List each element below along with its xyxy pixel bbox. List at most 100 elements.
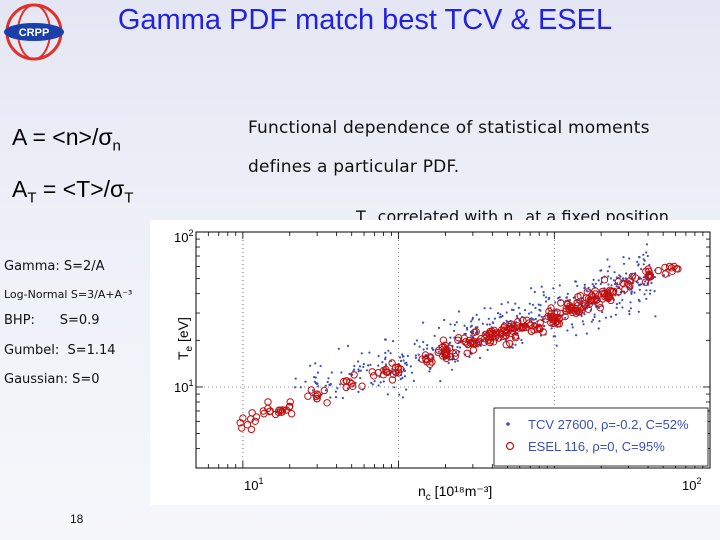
legend-label-esel: ESEL 116, ρ=0, C=95% bbox=[528, 439, 665, 454]
esel-point-23 bbox=[279, 406, 287, 414]
tcv-point-85 bbox=[406, 354, 409, 357]
tcv-point-20 bbox=[334, 390, 337, 393]
esel-point-0 bbox=[238, 424, 246, 432]
tcv-point-428 bbox=[607, 283, 610, 286]
tcv-point-291 bbox=[555, 344, 558, 347]
tcv-point-34 bbox=[340, 371, 343, 374]
tcv-point-312 bbox=[534, 317, 537, 321]
tcv-point-463 bbox=[601, 311, 604, 314]
tcv-point-471 bbox=[638, 288, 641, 291]
tcv-point-83 bbox=[398, 356, 402, 359]
tcv-point-464 bbox=[615, 285, 618, 288]
tcv-point-510 bbox=[642, 263, 645, 266]
esel-point-289 bbox=[313, 390, 321, 398]
tcv-point-327 bbox=[531, 303, 535, 306]
esel-point-261 bbox=[600, 290, 609, 298]
tcv-point-75 bbox=[412, 379, 415, 382]
esel-point-128 bbox=[490, 338, 498, 346]
tcv-point-65 bbox=[358, 365, 362, 368]
esel-point-205 bbox=[562, 307, 570, 315]
esel-point-31 bbox=[320, 386, 328, 395]
esel-point-296 bbox=[488, 333, 496, 341]
tcv-point-342 bbox=[585, 332, 589, 335]
tcv-point-303 bbox=[527, 312, 531, 315]
tcv-point-451 bbox=[600, 269, 603, 272]
esel-point-221 bbox=[584, 305, 592, 313]
tcv-point-462 bbox=[609, 277, 613, 280]
tcv-point-87 bbox=[398, 393, 401, 396]
tcv-point-301 bbox=[545, 300, 548, 303]
tcv-point-400 bbox=[590, 320, 593, 323]
tcv-point-55 bbox=[405, 388, 408, 391]
tcv-point-539 bbox=[645, 251, 648, 254]
esel-point-294 bbox=[441, 349, 450, 357]
esel-point-73 bbox=[439, 336, 448, 344]
tcv-point-0 bbox=[330, 371, 333, 374]
esel-point-151 bbox=[507, 320, 515, 328]
tcv-point-33 bbox=[357, 368, 360, 371]
tcv-point-70 bbox=[387, 349, 390, 352]
tcv-point-271 bbox=[507, 301, 510, 304]
tcv-point-335 bbox=[552, 335, 555, 338]
tcv-point-524 bbox=[650, 281, 653, 285]
tcv-point-114 bbox=[413, 342, 416, 346]
tcv-point-102 bbox=[403, 375, 407, 378]
formula-at: AT = <T>/σT bbox=[12, 176, 134, 207]
tcv-point-128 bbox=[401, 355, 405, 358]
tcv-point-460 bbox=[592, 285, 596, 288]
esel-point-82 bbox=[443, 351, 451, 359]
tcv-point-397 bbox=[608, 265, 611, 268]
tcv-point-536 bbox=[662, 274, 666, 277]
esel-points bbox=[236, 262, 682, 434]
tcv-point-120 bbox=[422, 321, 425, 324]
esel-point-209 bbox=[566, 306, 574, 314]
tcv-point-546 bbox=[315, 382, 319, 386]
tcv-point-166 bbox=[454, 360, 457, 363]
esel-point-275 bbox=[645, 267, 653, 276]
tcv-point-100 bbox=[401, 353, 404, 356]
logo-text: CRPP bbox=[19, 27, 50, 39]
tcv-point-208 bbox=[474, 326, 477, 329]
esel-point-216 bbox=[557, 299, 565, 307]
tcv-point-519 bbox=[637, 283, 641, 286]
tcv-point-96 bbox=[384, 363, 387, 366]
description-line-1: Functional dependence of statistical mom… bbox=[248, 118, 650, 138]
tcv-point-329 bbox=[547, 298, 550, 301]
tcv-point-64 bbox=[401, 396, 404, 399]
tcv-point-66 bbox=[370, 381, 373, 384]
tcv-point-157 bbox=[449, 341, 452, 344]
tcv-point-22 bbox=[299, 386, 302, 389]
tcv-point-332 bbox=[570, 323, 574, 326]
tcv-point-14 bbox=[314, 376, 317, 379]
tcv-point-214 bbox=[496, 312, 500, 315]
tcv-point-44 bbox=[357, 370, 360, 373]
tcv-point-498 bbox=[649, 289, 652, 292]
tcv-point-517 bbox=[642, 258, 645, 261]
esel-point-7 bbox=[252, 413, 261, 421]
tcv-point-187 bbox=[470, 320, 473, 323]
tcv-point-93 bbox=[392, 340, 395, 343]
tcv-point-491 bbox=[645, 289, 648, 292]
tcv-point-21 bbox=[324, 384, 327, 387]
esel-point-246 bbox=[600, 276, 609, 284]
legend-label-tcv: TCV 27600, ρ=-0.2, C=52% bbox=[528, 417, 689, 432]
esel-point-256 bbox=[602, 292, 610, 300]
tcv-point-423 bbox=[621, 306, 624, 309]
tcv-point-212 bbox=[486, 323, 489, 326]
tcv-point-496 bbox=[640, 277, 643, 280]
tcv-point-232 bbox=[478, 318, 481, 321]
tcv-point-440 bbox=[614, 313, 618, 316]
tcv-point-236 bbox=[491, 321, 494, 324]
esel-point-3 bbox=[247, 425, 256, 434]
tcv-point-49 bbox=[362, 365, 365, 368]
esel-point-47 bbox=[388, 376, 397, 384]
tcv-point-344 bbox=[552, 287, 555, 290]
tcv-point-487 bbox=[630, 291, 633, 294]
tcv-point-51 bbox=[365, 369, 368, 372]
esel-point-300 bbox=[568, 305, 576, 313]
skewness-bhp: BHP: S=0.9 bbox=[4, 313, 100, 328]
esel-point-295 bbox=[469, 340, 477, 348]
esel-point-238 bbox=[589, 293, 597, 301]
tcv-point-239 bbox=[505, 319, 508, 322]
skewness-gaussian: Gaussian: S=0 bbox=[4, 372, 100, 387]
